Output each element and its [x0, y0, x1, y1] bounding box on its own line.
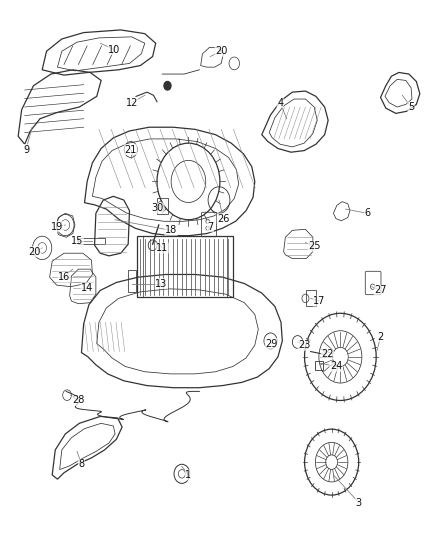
Text: 9: 9: [23, 144, 29, 155]
Text: 28: 28: [72, 395, 85, 406]
Bar: [137, 236, 143, 297]
Text: 1: 1: [185, 470, 191, 480]
Text: 23: 23: [298, 340, 311, 350]
Text: 24: 24: [330, 361, 342, 372]
Bar: [78, 238, 105, 244]
Text: 30: 30: [152, 203, 164, 213]
Circle shape: [164, 82, 171, 90]
Text: 8: 8: [78, 459, 85, 469]
Bar: [227, 236, 233, 297]
Text: 26: 26: [217, 214, 230, 224]
Text: 27: 27: [374, 286, 387, 295]
Text: 14: 14: [81, 283, 93, 293]
Text: 13: 13: [155, 279, 167, 288]
Text: 19: 19: [51, 222, 64, 232]
Text: 6: 6: [364, 208, 371, 219]
Text: 4: 4: [277, 98, 283, 108]
Text: 16: 16: [58, 272, 70, 282]
Text: 17: 17: [313, 296, 325, 306]
Text: 22: 22: [321, 349, 333, 359]
Text: 3: 3: [356, 497, 362, 507]
Bar: [137, 236, 233, 297]
Text: 18: 18: [165, 225, 177, 236]
Text: 15: 15: [71, 236, 83, 246]
Bar: [315, 361, 323, 370]
Text: 7: 7: [207, 222, 213, 232]
Text: 12: 12: [126, 98, 138, 108]
Text: 21: 21: [125, 144, 137, 155]
Bar: [128, 270, 136, 292]
Text: 5: 5: [408, 102, 414, 112]
Text: 11: 11: [156, 243, 168, 253]
Text: 29: 29: [265, 338, 278, 349]
Text: 20: 20: [28, 247, 41, 256]
Bar: [306, 290, 316, 306]
Bar: [157, 198, 168, 214]
Text: 25: 25: [308, 241, 321, 251]
Text: 20: 20: [215, 46, 227, 56]
Text: 10: 10: [108, 45, 120, 54]
Text: 2: 2: [378, 332, 384, 342]
